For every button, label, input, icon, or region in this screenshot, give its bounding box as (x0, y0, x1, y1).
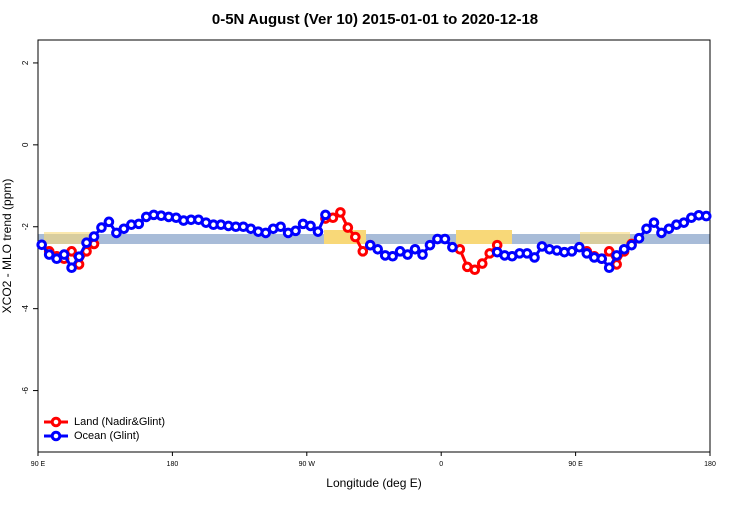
data-point (118, 223, 130, 235)
data-point (611, 250, 622, 261)
data-point (521, 248, 533, 259)
y-tick-label: -4 (21, 305, 30, 313)
data-point (58, 249, 70, 260)
data-point (387, 250, 398, 262)
legend-label: Ocean (Glint) (74, 430, 139, 442)
data-point (476, 258, 488, 269)
data-point (81, 237, 92, 249)
data-point (626, 239, 637, 251)
x-tick-label: 180 (704, 461, 716, 468)
data-point (700, 210, 712, 222)
y-tick-label: 0 (21, 142, 30, 147)
legend-label: Land (Nadir&Glint) (74, 416, 165, 428)
data-point (357, 246, 369, 257)
y-axis-label: XCO2 - MLO trend (ppm) (0, 179, 14, 314)
ocean-band (38, 234, 710, 244)
data-point (320, 209, 331, 221)
data-point (43, 249, 55, 260)
data-point (417, 249, 428, 260)
data-point (372, 243, 384, 255)
data-point (447, 241, 458, 253)
data-point (678, 217, 690, 228)
x-tick-label: 90 W (299, 461, 316, 468)
data-point (656, 227, 667, 239)
data-point (603, 262, 615, 274)
data-point (103, 216, 115, 228)
data-point (618, 243, 630, 255)
land-band (456, 230, 512, 244)
y-tick-label: -2 (21, 223, 30, 231)
data-point (290, 225, 301, 237)
data-point (275, 221, 286, 233)
chart-title: 0-5N August (Ver 10) 2015-01-01 to 2020-… (212, 11, 538, 28)
data-point (633, 232, 645, 244)
data-point (439, 233, 451, 245)
data-point (424, 239, 436, 251)
data-point (260, 227, 272, 239)
data-point (596, 253, 608, 264)
data-point (111, 227, 122, 239)
data-point (88, 231, 100, 242)
data-point (312, 226, 324, 237)
data-point (133, 218, 145, 230)
data-point (409, 243, 421, 255)
y-tick-label: -6 (21, 386, 30, 394)
data-point (66, 262, 77, 274)
x-tick-label: 0 (439, 461, 443, 468)
data-point (51, 253, 62, 264)
land-band (580, 232, 630, 244)
x-axis-label: Longitude (deg E) (326, 476, 421, 490)
x-tick-label: 180 (167, 461, 179, 468)
data-point (663, 223, 675, 235)
data-point (574, 241, 585, 253)
data-point (96, 222, 107, 233)
data-point (73, 251, 85, 262)
data-point (566, 246, 578, 257)
data-point (342, 222, 354, 233)
data-point (641, 223, 652, 235)
legend-marker (50, 416, 62, 428)
data-point (402, 249, 413, 260)
legend-marker (50, 430, 62, 442)
data-point (36, 239, 48, 251)
land-band (44, 232, 94, 244)
data-point (350, 231, 361, 243)
data-point (529, 252, 540, 263)
x-tick-label: 90 E (568, 461, 583, 468)
data-point (335, 207, 346, 218)
x-tick-label: 90 E (31, 461, 46, 468)
data-point (305, 220, 316, 232)
data-point (648, 217, 660, 228)
data-point (364, 239, 376, 251)
data-point (603, 246, 615, 257)
y-tick-label: 2 (21, 60, 30, 65)
data-point (469, 264, 481, 276)
data-point (581, 248, 593, 259)
